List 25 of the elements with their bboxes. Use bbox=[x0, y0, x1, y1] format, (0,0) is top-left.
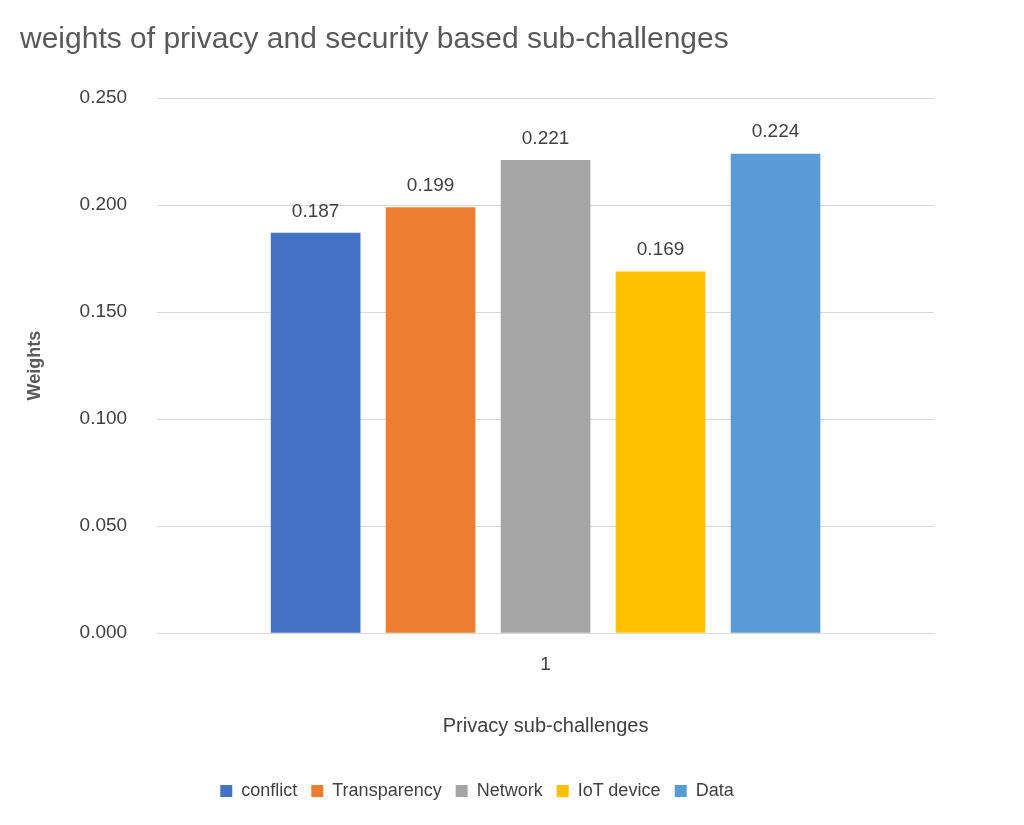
bar bbox=[500, 160, 591, 633]
chart-title: weights of privacy and security based sub-challenges bbox=[19, 21, 729, 55]
bar bbox=[615, 271, 706, 633]
y-axis-title: Weights bbox=[23, 330, 44, 401]
y-tick-label: 0.250 bbox=[79, 86, 128, 108]
data-label: 0.187 bbox=[291, 199, 340, 221]
x-axis-title: Privacy sub-challenges bbox=[442, 713, 649, 736]
y-tick-label: 0.050 bbox=[79, 514, 128, 536]
y-tick-label: 0.150 bbox=[79, 300, 128, 322]
x-tick-label: 1 bbox=[540, 652, 551, 674]
data-label: 0.199 bbox=[406, 173, 455, 195]
data-label: 0.169 bbox=[636, 238, 685, 260]
legend-label: Data bbox=[695, 779, 735, 800]
legend-label: conflict bbox=[241, 779, 298, 800]
bar bbox=[730, 153, 821, 633]
bar bbox=[385, 207, 476, 633]
legend-label: IoT device bbox=[577, 779, 661, 800]
y-tick-label: 0.100 bbox=[79, 407, 128, 429]
bar bbox=[270, 232, 361, 633]
y-tick-label: 0.200 bbox=[79, 193, 128, 215]
legend-label: Network bbox=[476, 779, 544, 800]
legend-label: Transparency bbox=[332, 779, 442, 800]
data-label: 0.224 bbox=[751, 120, 800, 142]
data-label: 0.221 bbox=[521, 126, 570, 148]
y-tick-label: 0.000 bbox=[79, 621, 128, 643]
